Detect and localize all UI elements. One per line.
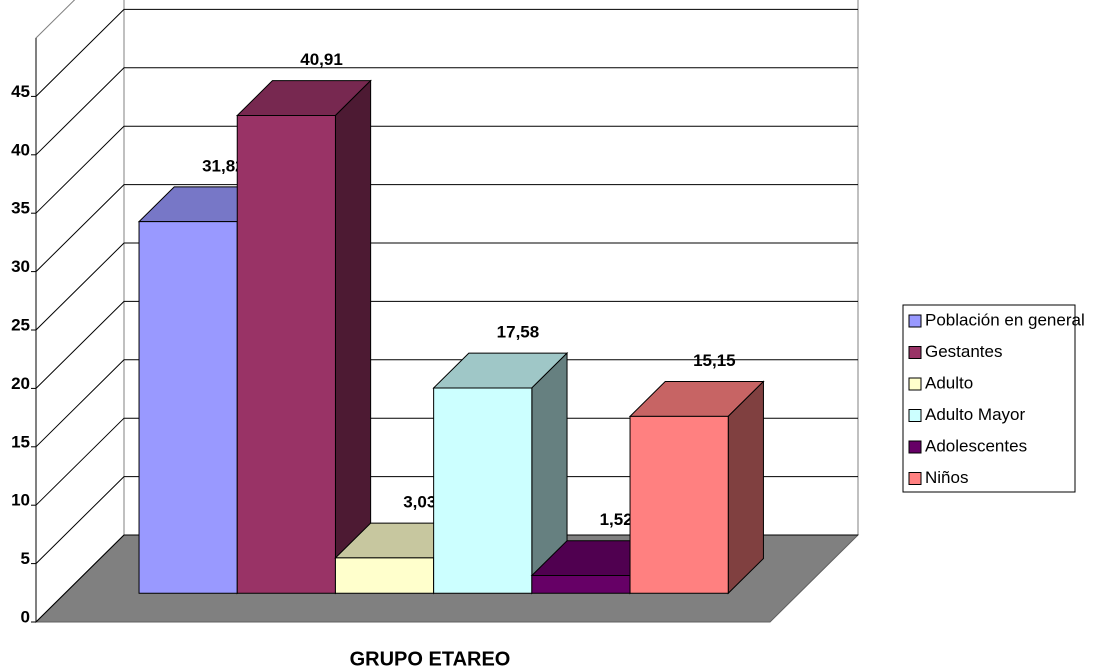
bar — [531, 575, 631, 594]
legend-swatch — [908, 346, 922, 359]
y-tick-label: 5 — [21, 549, 30, 568]
value-label: 15,15 — [693, 351, 736, 370]
side-wall — [35, 0, 125, 624]
legend-label: Población en general — [925, 310, 1085, 329]
legend-swatch — [908, 440, 922, 454]
grid-line — [35, 184, 858, 272]
legend-swatch — [908, 314, 922, 328]
y-tick-label: 35 — [11, 199, 30, 218]
legend-box — [902, 304, 1076, 493]
bar — [236, 114, 336, 594]
y-tick-label: 10 — [11, 491, 30, 510]
grid-line — [35, 534, 858, 623]
bar — [138, 221, 238, 594]
legend-label: Adulto — [925, 373, 973, 392]
bar — [334, 557, 435, 594]
grid-line — [35, 242, 858, 331]
grid-line — [35, 417, 858, 506]
value-label: 1,52 — [600, 510, 633, 529]
grid-line — [35, 300, 858, 389]
x-axis-label: GRUPO ETAREO — [350, 648, 511, 670]
bar — [433, 387, 533, 594]
legend-swatch — [908, 377, 922, 391]
legend-label: Adolescentes — [925, 436, 1027, 455]
bar-side — [334, 79, 372, 595]
legend-label: Gestantes — [925, 342, 1003, 361]
legend-label: Niños — [925, 468, 968, 487]
legend-label: Adulto Mayor — [925, 405, 1025, 424]
y-tick-label: 40 — [11, 140, 30, 159]
y-tick-label: 15 — [11, 432, 30, 451]
value-label: 3,03 — [403, 493, 436, 512]
value-label: 31,82 — [202, 156, 245, 175]
y-tick-label: 30 — [11, 257, 30, 276]
grid-line — [35, 476, 858, 564]
grid-line — [35, 359, 858, 448]
grid-line — [35, 67, 858, 156]
legend-swatch — [908, 472, 922, 485]
grid-line — [35, 125, 858, 214]
bar — [629, 415, 729, 594]
y-tick-label: 0 — [21, 607, 30, 626]
y-tick-label: 25 — [11, 315, 30, 334]
value-label: 17,58 — [497, 323, 540, 342]
bar-side — [727, 380, 764, 595]
grid-line — [35, 8, 858, 97]
legend-swatch — [908, 409, 922, 422]
y-tick-label: 20 — [11, 374, 30, 393]
value-label: 40,91 — [300, 50, 343, 69]
y-tick-label: 45 — [11, 82, 30, 101]
